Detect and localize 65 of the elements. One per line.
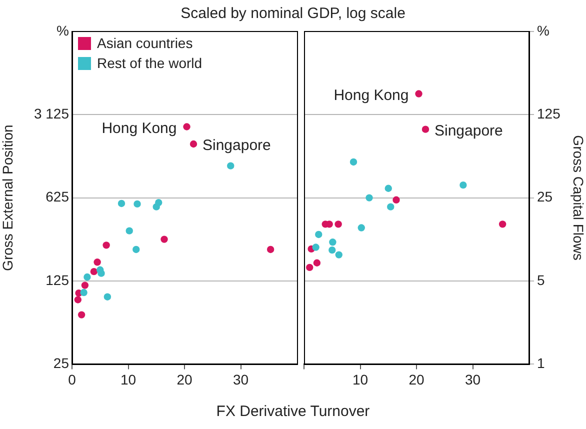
point — [415, 90, 422, 98]
legend-label: Asian countries — [97, 35, 193, 51]
point — [74, 296, 82, 304]
legend-label: Rest of the world — [97, 55, 202, 71]
y-tick-label: 125 — [537, 105, 561, 122]
y-tick-label: 125 — [46, 272, 70, 288]
point — [313, 259, 321, 266]
y-tick-label: % — [537, 22, 550, 38]
point — [104, 293, 112, 300]
point — [266, 246, 274, 254]
x-axis-title: FX Derivative Turnover — [215, 403, 371, 420]
point — [306, 264, 314, 272]
point — [334, 220, 342, 228]
y-tick-label: % — [56, 22, 69, 38]
point — [155, 198, 162, 206]
point — [329, 238, 336, 246]
y-tick-label: 5 — [537, 272, 545, 288]
point — [460, 181, 467, 189]
point — [498, 220, 506, 228]
point — [183, 123, 190, 130]
point — [422, 126, 430, 133]
point — [132, 246, 140, 254]
x-tick-label: 30 — [232, 371, 249, 388]
point — [84, 273, 91, 281]
y-axis-title: Gross Capital Flows — [570, 135, 586, 260]
point — [312, 244, 320, 251]
point — [90, 268, 98, 276]
x-tick-label: 20 — [176, 371, 192, 388]
y-tick-label: 625 — [46, 188, 70, 205]
point — [190, 140, 198, 148]
point — [350, 158, 358, 166]
annotation: Hong Kong — [102, 120, 177, 137]
x-tick-label: 10 — [352, 371, 368, 388]
x-tick-label: 0 — [68, 371, 76, 388]
point — [392, 196, 400, 204]
y-tick-label: 3 125 — [34, 105, 70, 122]
point — [160, 236, 168, 243]
point — [328, 246, 336, 254]
y-tick-label: 1 — [537, 355, 545, 372]
point — [134, 200, 141, 208]
point — [78, 311, 86, 318]
point — [94, 258, 101, 266]
point — [102, 242, 110, 249]
x-tick-label: 20 — [408, 371, 424, 388]
point — [387, 203, 394, 210]
y-tick-label: 25 — [537, 188, 553, 205]
chart-subtitle: Scaled by nominal GDP, log scale — [180, 5, 406, 22]
x-tick-label: 10 — [120, 371, 136, 388]
point — [118, 200, 126, 208]
point — [98, 270, 105, 277]
x-tick-label: 30 — [464, 371, 481, 388]
point — [358, 224, 365, 232]
annotation: Singapore — [434, 122, 503, 140]
point — [366, 194, 373, 202]
point — [80, 288, 88, 296]
point — [126, 227, 133, 234]
point — [81, 282, 89, 289]
annotation: Hong Kong — [334, 86, 409, 104]
annotation: Singapore — [202, 137, 271, 154]
y-axis-title: Gross External Position — [0, 124, 16, 271]
y-tick-label: 25 — [53, 355, 70, 372]
point — [315, 230, 322, 238]
point — [384, 184, 392, 192]
point — [227, 162, 234, 170]
point — [335, 251, 342, 258]
